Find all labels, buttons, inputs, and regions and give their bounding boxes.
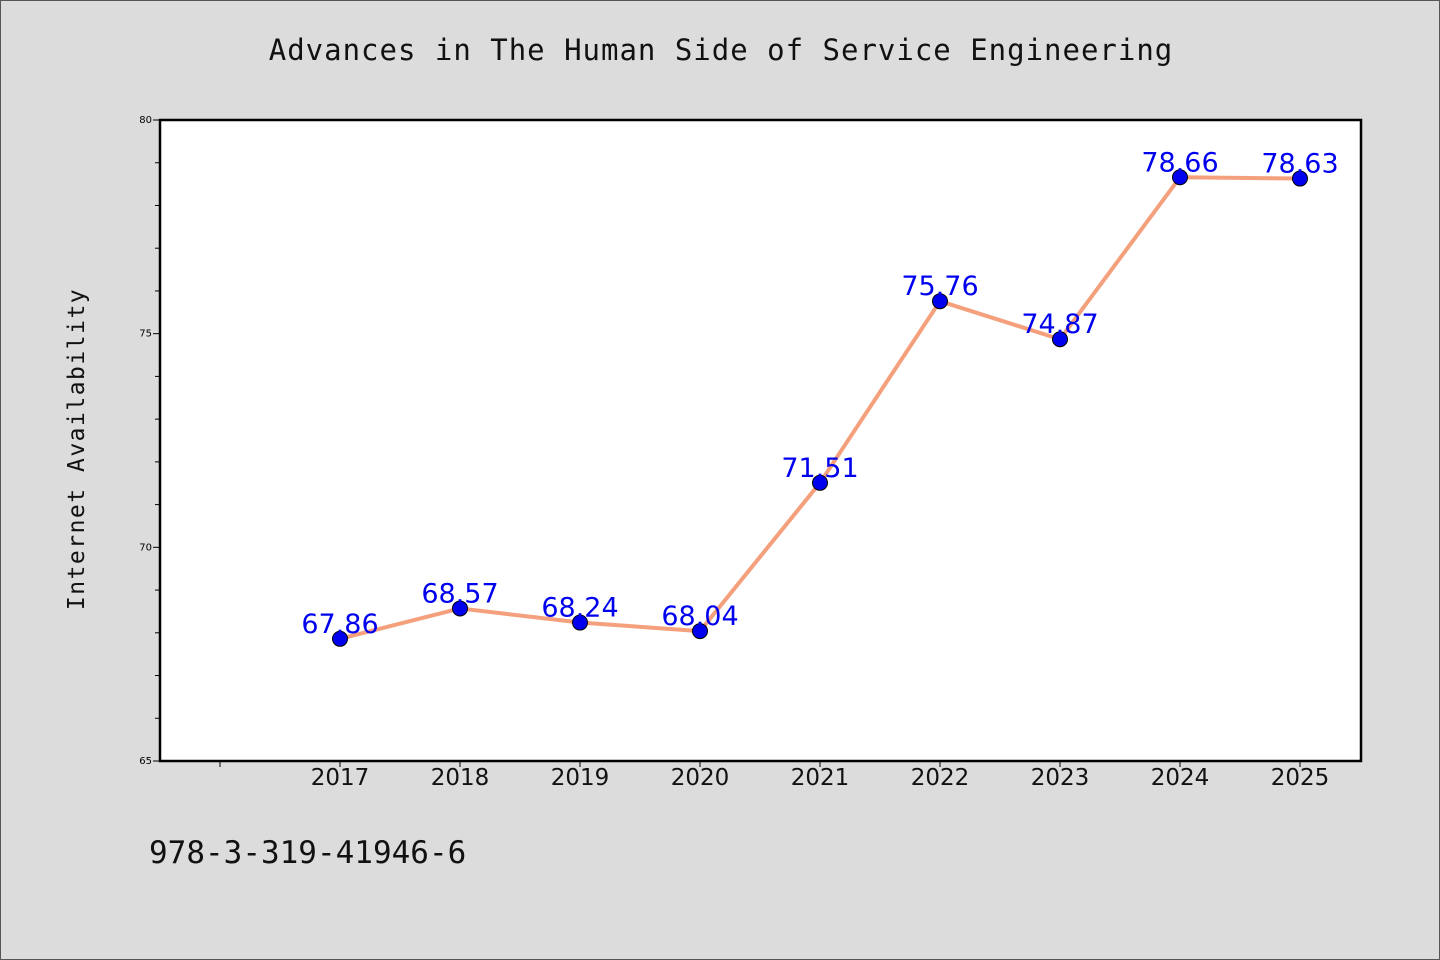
y-tick-label: 80 <box>139 115 152 126</box>
data-label: 78.66 <box>1141 147 1218 178</box>
x-tick-label: 2017 <box>311 765 370 791</box>
x-tick-label: 2019 <box>551 765 610 791</box>
chart-title: Advances in The Human Side of Service En… <box>268 33 1174 67</box>
x-tick-label: 2024 <box>1151 765 1210 791</box>
data-point <box>1172 169 1188 186</box>
data-point <box>332 630 348 647</box>
x-tick-label: 2023 <box>1031 765 1090 791</box>
data-point <box>572 614 588 631</box>
y-tick-label: 75 <box>139 329 152 340</box>
data-point <box>1292 170 1308 187</box>
data-label: 74.87 <box>1021 309 1098 340</box>
x-tick-label: 2022 <box>911 765 970 791</box>
data-label: 67.86 <box>301 609 378 640</box>
data-label: 68.04 <box>661 601 738 632</box>
data-label: 75.76 <box>901 271 978 302</box>
footer-isbn: 978-3-319-41946-6 <box>149 835 467 871</box>
data-label: 68.57 <box>421 578 498 609</box>
data-point <box>452 600 468 617</box>
y-tick-label: 65 <box>139 756 152 767</box>
plot-area <box>160 120 1361 761</box>
data-label: 78.63 <box>1261 149 1338 180</box>
x-tick-label: 2025 <box>1271 765 1330 791</box>
x-tick-label: 2020 <box>671 765 730 791</box>
data-point <box>1052 331 1068 348</box>
plot-frame <box>158 118 1363 763</box>
data-point <box>932 293 948 310</box>
data-point <box>812 474 828 491</box>
x-tick-label: 2021 <box>791 765 850 791</box>
x-tick-label: 2018 <box>431 765 490 791</box>
y-tick-label: 70 <box>139 542 152 553</box>
data-point <box>692 623 708 640</box>
data-label: 71.51 <box>781 453 858 484</box>
data-label: 68.24 <box>541 593 618 624</box>
